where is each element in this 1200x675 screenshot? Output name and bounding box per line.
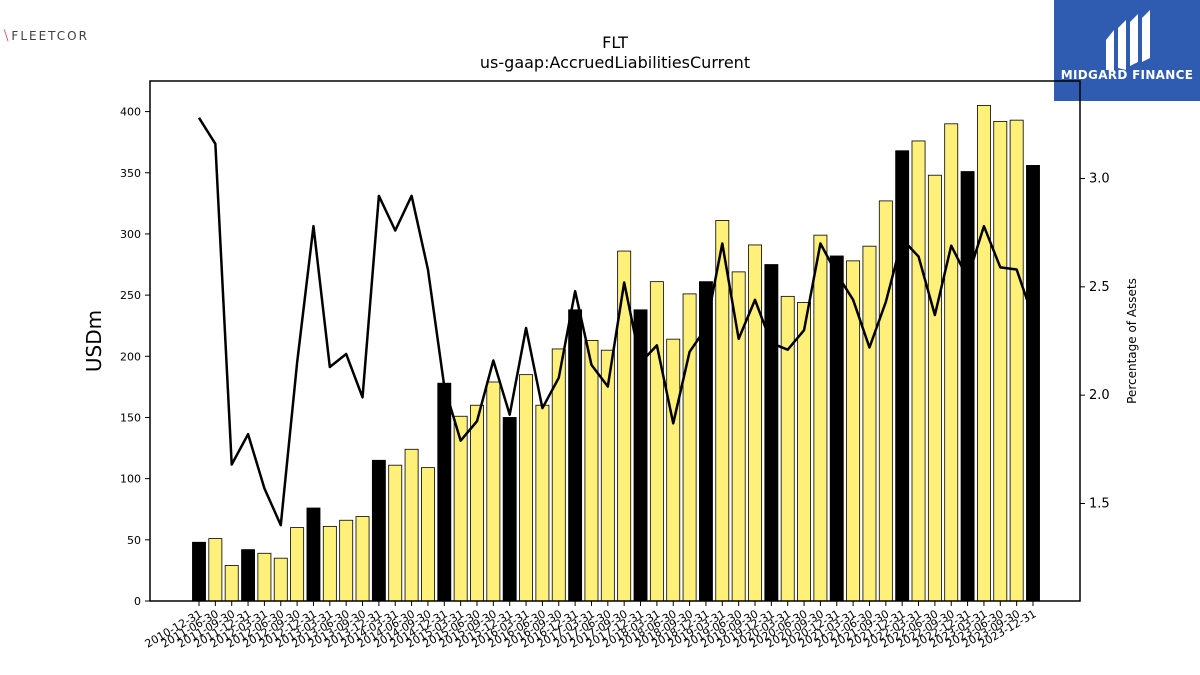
bar: [486, 381, 501, 602]
bar: [895, 150, 910, 602]
chart-title: FLT: [602, 33, 628, 52]
bar: [453, 415, 468, 602]
bar: [273, 557, 288, 602]
bar: [535, 404, 550, 602]
bar: [306, 507, 321, 602]
midgard-emblem-icon: [1106, 10, 1150, 70]
plot-frame: [149, 80, 1081, 602]
y-axis: 0 50 100 150 200 250 300 350 400: [120, 106, 150, 608]
bar: [960, 171, 975, 602]
bar: [437, 382, 452, 602]
pct-assets-series: [197, 117, 1035, 527]
y2-tick-label: 3.0: [1089, 172, 1110, 187]
midgard-logo-text: MIDGARD FINANCE: [1060, 68, 1194, 82]
bar: [404, 448, 419, 602]
y-axis-label: USDm: [82, 310, 106, 372]
pct-assets-line: [197, 117, 1035, 527]
y-tick-label: 0: [134, 595, 141, 608]
bar: [927, 174, 942, 602]
bar: [731, 271, 746, 602]
y-tick-label: 50: [127, 534, 141, 547]
bar: [355, 516, 370, 602]
bar: [682, 293, 697, 602]
bar: [977, 105, 991, 602]
fleetcor-logo-text: FLEETCOR: [11, 29, 89, 43]
bar: [388, 464, 403, 602]
chart-subtitle: us-gaap:AccruedLiabilitiesCurrent: [480, 53, 750, 72]
bar: [224, 565, 239, 602]
bar: [1026, 165, 1040, 602]
bar: [666, 338, 681, 602]
bar: [944, 123, 959, 602]
bar: [519, 374, 534, 602]
bar: [649, 281, 664, 602]
y-tick-label: 250: [120, 289, 141, 302]
bar: [911, 140, 926, 602]
bar: [420, 467, 435, 602]
bar: [748, 244, 762, 602]
y2-axis: 1.5 2.0 2.5 3.0: [1080, 172, 1110, 512]
bar: [813, 234, 828, 602]
bar: [878, 200, 893, 602]
bar: [829, 255, 844, 602]
bar: [568, 309, 583, 602]
bar: [322, 525, 337, 602]
fleetcor-mark-icon: ⧹: [4, 28, 9, 44]
bar: [290, 527, 305, 602]
y2-tick-label: 2.0: [1089, 388, 1110, 403]
midgard-finance-logo: MIDGARD FINANCE: [1054, 0, 1200, 101]
bar: [208, 538, 223, 602]
bar: [502, 417, 517, 602]
bar: [764, 264, 779, 602]
bar: [257, 552, 272, 602]
bar: [470, 404, 484, 602]
bar: [371, 459, 386, 602]
bar: [600, 349, 615, 602]
bar: [780, 295, 795, 602]
bar: [862, 245, 877, 602]
y-tick-label: 200: [120, 350, 141, 363]
bar: [241, 549, 256, 602]
bar: [339, 519, 354, 602]
bar: [993, 120, 1008, 602]
fleetcor-logo: ⧹ FLEETCOR: [4, 26, 89, 46]
x-axis: 2010-12-312011-06-302011-09-302011-12-31…: [143, 601, 1039, 651]
bar: [192, 541, 206, 602]
y2-tick-label: 2.5: [1089, 280, 1110, 295]
y-tick-label: 100: [120, 473, 141, 486]
y-tick-label: 150: [120, 411, 141, 424]
bar: [633, 309, 648, 602]
y-tick-label: 350: [120, 167, 141, 180]
y-tick-label: 400: [120, 106, 141, 119]
y2-tick-label: 1.5: [1089, 497, 1110, 512]
bar: [797, 302, 812, 602]
y2-axis-label: Percentage of Assets: [1125, 278, 1139, 404]
bar-series: [192, 105, 1040, 602]
bar: [1009, 119, 1024, 602]
bar: [584, 339, 599, 602]
y-tick-label: 300: [120, 228, 141, 241]
